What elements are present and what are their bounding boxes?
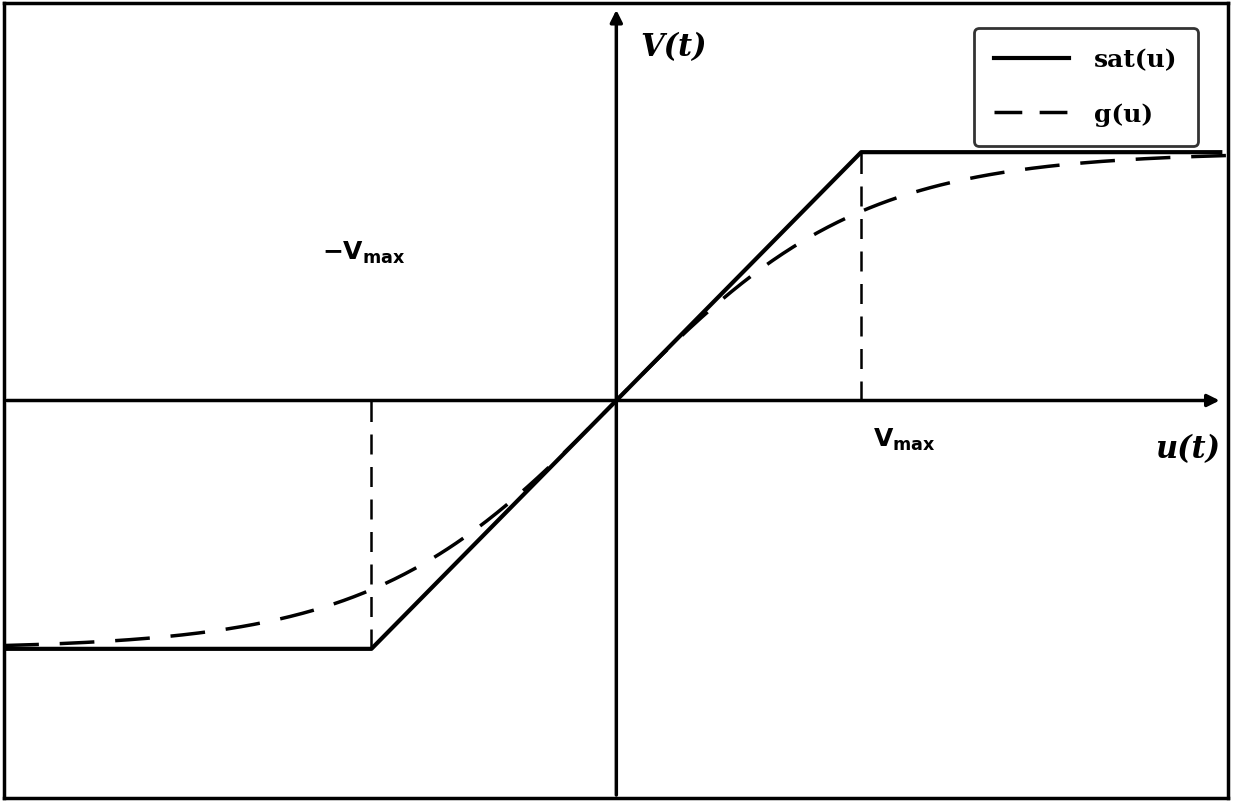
Text: u(t): u(t) [1154, 433, 1220, 464]
Legend: sat(u), g(u): sat(u), g(u) [975, 29, 1198, 147]
Text: $\mathbf{-V_{max}}$: $\mathbf{-V_{max}}$ [322, 239, 407, 265]
Text: V(t): V(t) [641, 32, 707, 63]
Text: $\mathbf{V_{max}}$: $\mathbf{V_{max}}$ [873, 426, 936, 452]
